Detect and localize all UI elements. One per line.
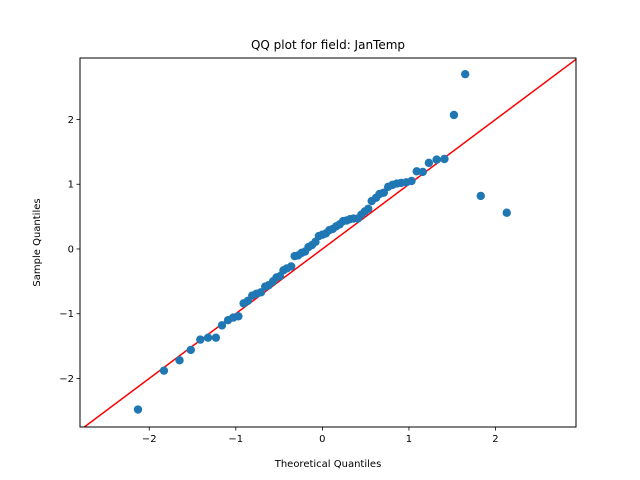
chart-title: QQ plot for field: JanTemp — [251, 38, 405, 52]
x-tick-label: −1 — [228, 434, 243, 445]
y-tick-label: 1 — [68, 180, 74, 191]
x-axis-label: Theoretical Quantiles — [274, 459, 382, 470]
data-point — [412, 167, 421, 176]
data-point — [379, 188, 389, 197]
data-point — [364, 204, 373, 214]
x-tick-label: 0 — [319, 434, 325, 445]
data-point — [234, 312, 243, 321]
data-point — [440, 154, 449, 164]
y-tick-label: 0 — [68, 244, 74, 255]
data-point — [217, 321, 227, 330]
x-tick-label: −2 — [142, 434, 157, 445]
plot-frame — [79, 57, 577, 428]
data-point — [159, 366, 169, 375]
data-point — [211, 333, 221, 342]
data-point — [449, 110, 459, 120]
data-point — [502, 208, 511, 217]
data-point — [175, 356, 184, 365]
x-tick-label: 1 — [406, 434, 412, 445]
data-point — [461, 69, 470, 79]
data-point — [424, 158, 434, 168]
x-tick-label: 2 — [492, 434, 498, 445]
y-axis-label: Sample Quantiles — [32, 198, 43, 286]
data-point — [432, 155, 441, 164]
data-point — [476, 191, 485, 201]
data-point — [186, 345, 195, 355]
reference-line — [83, 58, 576, 427]
data-point — [287, 262, 296, 271]
data-point — [256, 288, 266, 297]
data-point — [407, 176, 416, 186]
data-point — [418, 167, 427, 177]
data-point — [196, 335, 205, 344]
y-tick-label: −2 — [59, 374, 74, 385]
y-tick-label: 2 — [68, 115, 74, 126]
y-tick-label: −1 — [59, 309, 74, 320]
data-point — [133, 405, 143, 414]
data-point — [203, 333, 213, 342]
